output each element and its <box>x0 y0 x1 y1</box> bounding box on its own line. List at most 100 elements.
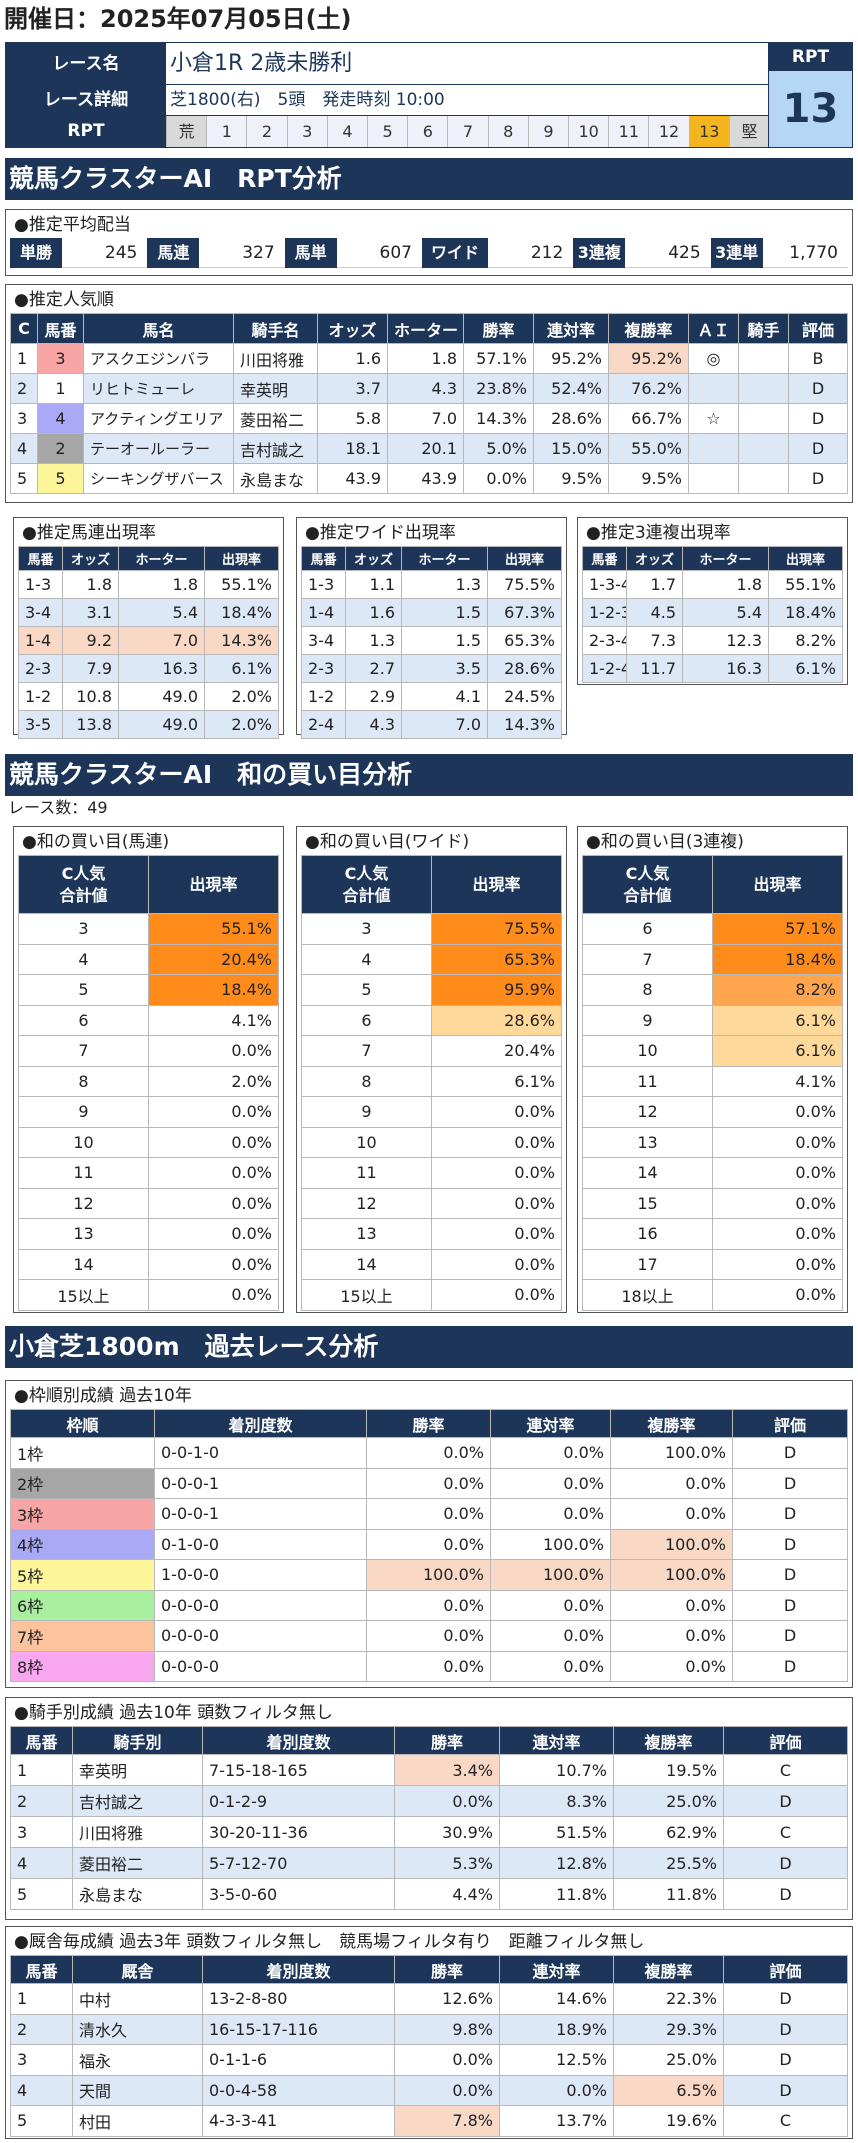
rate: 6.1% <box>768 654 843 683</box>
hoter: 12.3 <box>682 626 769 655</box>
odds: 1.1 <box>345 570 402 599</box>
sum-rate: 18.4% <box>712 943 843 975</box>
table-row: 5 18.4% <box>18 974 279 1006</box>
rate: 0.0% <box>394 2044 500 2076</box>
sanrenpuku-title: ●推定3連複出現率 <box>586 523 731 543</box>
horse-number: 4 <box>37 403 84 434</box>
record: 0-1-1-6 <box>202 2044 395 2076</box>
rate: 100.0% <box>490 1528 611 1560</box>
jockey-header: 勝率 <box>394 1726 500 1755</box>
fuku: 76.2% <box>608 373 689 404</box>
sum-rate: 6.1% <box>712 1004 843 1036</box>
name: 川田将雅 <box>72 1816 203 1848</box>
horse-number: 5 <box>10 2105 73 2137</box>
stable-title: ●厩舎毎成績 過去3年 頭数フィルタ無し 競馬場フィルタ有り 距離フィルタ無し <box>14 1932 645 1952</box>
hoter: 1.5 <box>401 626 488 655</box>
sanrenpuku-table: 馬番オッズホーター出現率1-3-41.71.855.1%1-2-34.55.41… <box>582 546 843 683</box>
horse-name: リヒトミューレ <box>83 373 234 404</box>
small-header: オッズ <box>62 546 119 571</box>
small-header: ホーター <box>682 546 769 571</box>
sum-value: 11 <box>582 1065 713 1097</box>
hoter: 1.8 <box>387 343 464 374</box>
sum-rate: 95.9% <box>431 974 562 1006</box>
pair: 1-4 <box>18 626 63 655</box>
table-row: 7枠 0-0-0-0 0.0% 0.0% 0.0% D <box>10 1620 848 1652</box>
record: 1-0-0-0 <box>154 1559 367 1591</box>
jockey-name: 永島まな <box>233 463 318 494</box>
sum-value: 14 <box>301 1248 432 1280</box>
hoter: 4.3 <box>387 373 464 404</box>
small-header: 馬番 <box>18 546 63 571</box>
horse-name: シーキングザバース <box>83 463 234 494</box>
horse-number: 4 <box>10 2074 73 2106</box>
payout-value: 245 <box>62 238 148 268</box>
odds: 11.7 <box>626 654 683 683</box>
waku-table: 枠順 着別度数 勝率 連対率 複勝率 評価 1枠 0-0-1-0 0.0% 0.0% 100.0% D… <box>10 1409 848 1682</box>
sum-rate: 0.0% <box>148 1096 279 1128</box>
jockey-mark <box>738 373 789 404</box>
rate: 75.5% <box>487 570 562 599</box>
waku-label: 8枠 <box>10 1650 155 1682</box>
sum-rate: 0.0% <box>148 1187 279 1219</box>
win: 57.1% <box>463 343 534 374</box>
hoter: 49.0 <box>118 710 205 739</box>
rate: 67.3% <box>487 598 562 627</box>
rate: 28.6% <box>487 654 562 683</box>
record: 0-0-0-1 <box>154 1467 367 1499</box>
rpt-scale-cell: 2 <box>246 116 287 147</box>
rating: D <box>723 1878 848 1910</box>
sum-table: C人気 合計値 出現率 3 55.1% 4 20.4% 5 18.4% 6 4.1% 7 0.0% 8 2… <box>18 855 279 1311</box>
popularity-table: C 馬番 馬名 騎手名 オッズ ホーター 勝率 連対率 複勝率 ＡＩ 騎手 評価 1 3 アスクエジンバラ… <box>10 313 848 494</box>
rpt-scale-cell: 13 <box>688 116 729 147</box>
rpt-box: RPT 13 <box>768 43 852 147</box>
rate: 25.0% <box>613 1785 724 1817</box>
table-row: 9 0.0% <box>301 1096 562 1128</box>
popularity-header: ホーター <box>387 313 464 344</box>
table-row: 17 0.0% <box>582 1248 843 1280</box>
rate: 6.5% <box>613 2074 724 2106</box>
table-row: 4 菱田裕二 5-7-12-70 5.3% 12.8% 25.5% D <box>10 1847 848 1879</box>
rate: 22.3% <box>613 1983 724 2015</box>
table-row: 2-3 7.9 16.3 6.1% <box>18 654 279 683</box>
rating: D <box>732 1650 848 1682</box>
odds: 9.2 <box>62 626 119 655</box>
odds: 2.7 <box>345 654 402 683</box>
rate: 8.3% <box>499 1785 614 1817</box>
section-title-past: 小倉芝1800m 過去レース分析 <box>5 1326 853 1368</box>
sum-rate: 0.0% <box>431 1157 562 1189</box>
rate: 7.8% <box>394 2105 500 2137</box>
rate: 19.6% <box>613 2105 724 2137</box>
payout-label: 馬単 <box>284 238 337 268</box>
sum-rate: 57.1% <box>712 913 843 945</box>
table-row: 1-3 1.1 1.3 75.5% <box>301 570 562 599</box>
table-row: 3-4 3.1 5.4 18.4% <box>18 598 279 627</box>
win: 23.8% <box>463 373 534 404</box>
jockey-header: 複勝率 <box>613 1726 724 1755</box>
sum-rate: 0.0% <box>712 1279 843 1311</box>
table-row: 15以上 0.0% <box>18 1279 279 1311</box>
rate: 55.1% <box>204 570 279 599</box>
table-row: 3 75.5% <box>301 913 562 945</box>
rpt-scale-cell: 7 <box>447 116 488 147</box>
waku-label: 2枠 <box>10 1467 155 1499</box>
table-row: 15 0.0% <box>582 1187 843 1219</box>
table-row: 12 0.0% <box>301 1187 562 1219</box>
table-row: 10 0.0% <box>18 1126 279 1158</box>
rate: 5.3% <box>394 1847 500 1879</box>
rate: 51.5% <box>499 1816 614 1848</box>
rate: 4.4% <box>394 1878 500 1910</box>
table-row: 3 55.1% <box>18 913 279 945</box>
sum-box: ●和の買い目(馬連) C人気 合計値 出現率 3 55.1% 4 20.4% 5 18.4% 6 4… <box>13 826 284 1313</box>
ai-mark <box>688 433 739 464</box>
table-row: 6枠 0-0-0-0 0.0% 0.0% 0.0% D <box>10 1589 848 1621</box>
rate: 14.6% <box>499 1983 614 2015</box>
odds: 43.9 <box>317 463 388 494</box>
rate: 0.0% <box>490 1467 611 1499</box>
odds: 1.3 <box>345 626 402 655</box>
rate: 0.0% <box>366 1498 491 1530</box>
pair: 2-3-4 <box>582 626 627 655</box>
rate: 0.0% <box>610 1650 733 1682</box>
sum-box: ●和の買い目(ワイド) C人気 合計値 出現率 3 75.5% 4 65.3% 5 95.9% 6… <box>296 826 567 1313</box>
waku-header: 複勝率 <box>610 1409 733 1438</box>
sum-rate: 75.5% <box>431 913 562 945</box>
